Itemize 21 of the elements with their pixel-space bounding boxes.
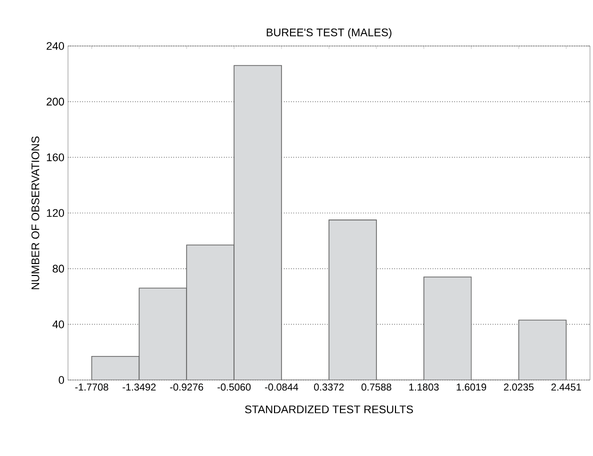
x-tick-label: -1.3492 bbox=[122, 384, 156, 391]
x-tick-label: 2.0235 bbox=[504, 384, 534, 391]
y-tick-label: 200 bbox=[46, 98, 64, 106]
y-tick-label: 120 bbox=[46, 209, 64, 217]
y-tick-label: 40 bbox=[52, 320, 64, 328]
x-tick-label: -0.5060 bbox=[218, 384, 251, 391]
x-tick-label: 1.6019 bbox=[456, 384, 486, 391]
x-tick-label: -0.0844 bbox=[265, 384, 298, 391]
x-tick-label: 0.3372 bbox=[314, 384, 344, 391]
x-tick-label: 0.7588 bbox=[362, 384, 392, 391]
y-tick-label: 0 bbox=[58, 376, 64, 384]
y-tick-label: 240 bbox=[46, 42, 64, 50]
x-tick-label: -0.9276 bbox=[170, 384, 204, 391]
x-tick-label: 1.1803 bbox=[409, 384, 439, 391]
x-tick-label: 2.4451 bbox=[551, 384, 581, 391]
x-axis-title: STANDARDIZED TEST RESULTS bbox=[245, 405, 413, 414]
y-axis-title: NUMBER OF OBSERVATIONS bbox=[31, 136, 40, 290]
x-tick-label: -1.7708 bbox=[75, 384, 108, 391]
y-tick-label: 80 bbox=[52, 264, 64, 273]
y-tick-label: 160 bbox=[46, 153, 64, 162]
chart-title: BUREE'S TEST (MALES) bbox=[266, 28, 392, 38]
